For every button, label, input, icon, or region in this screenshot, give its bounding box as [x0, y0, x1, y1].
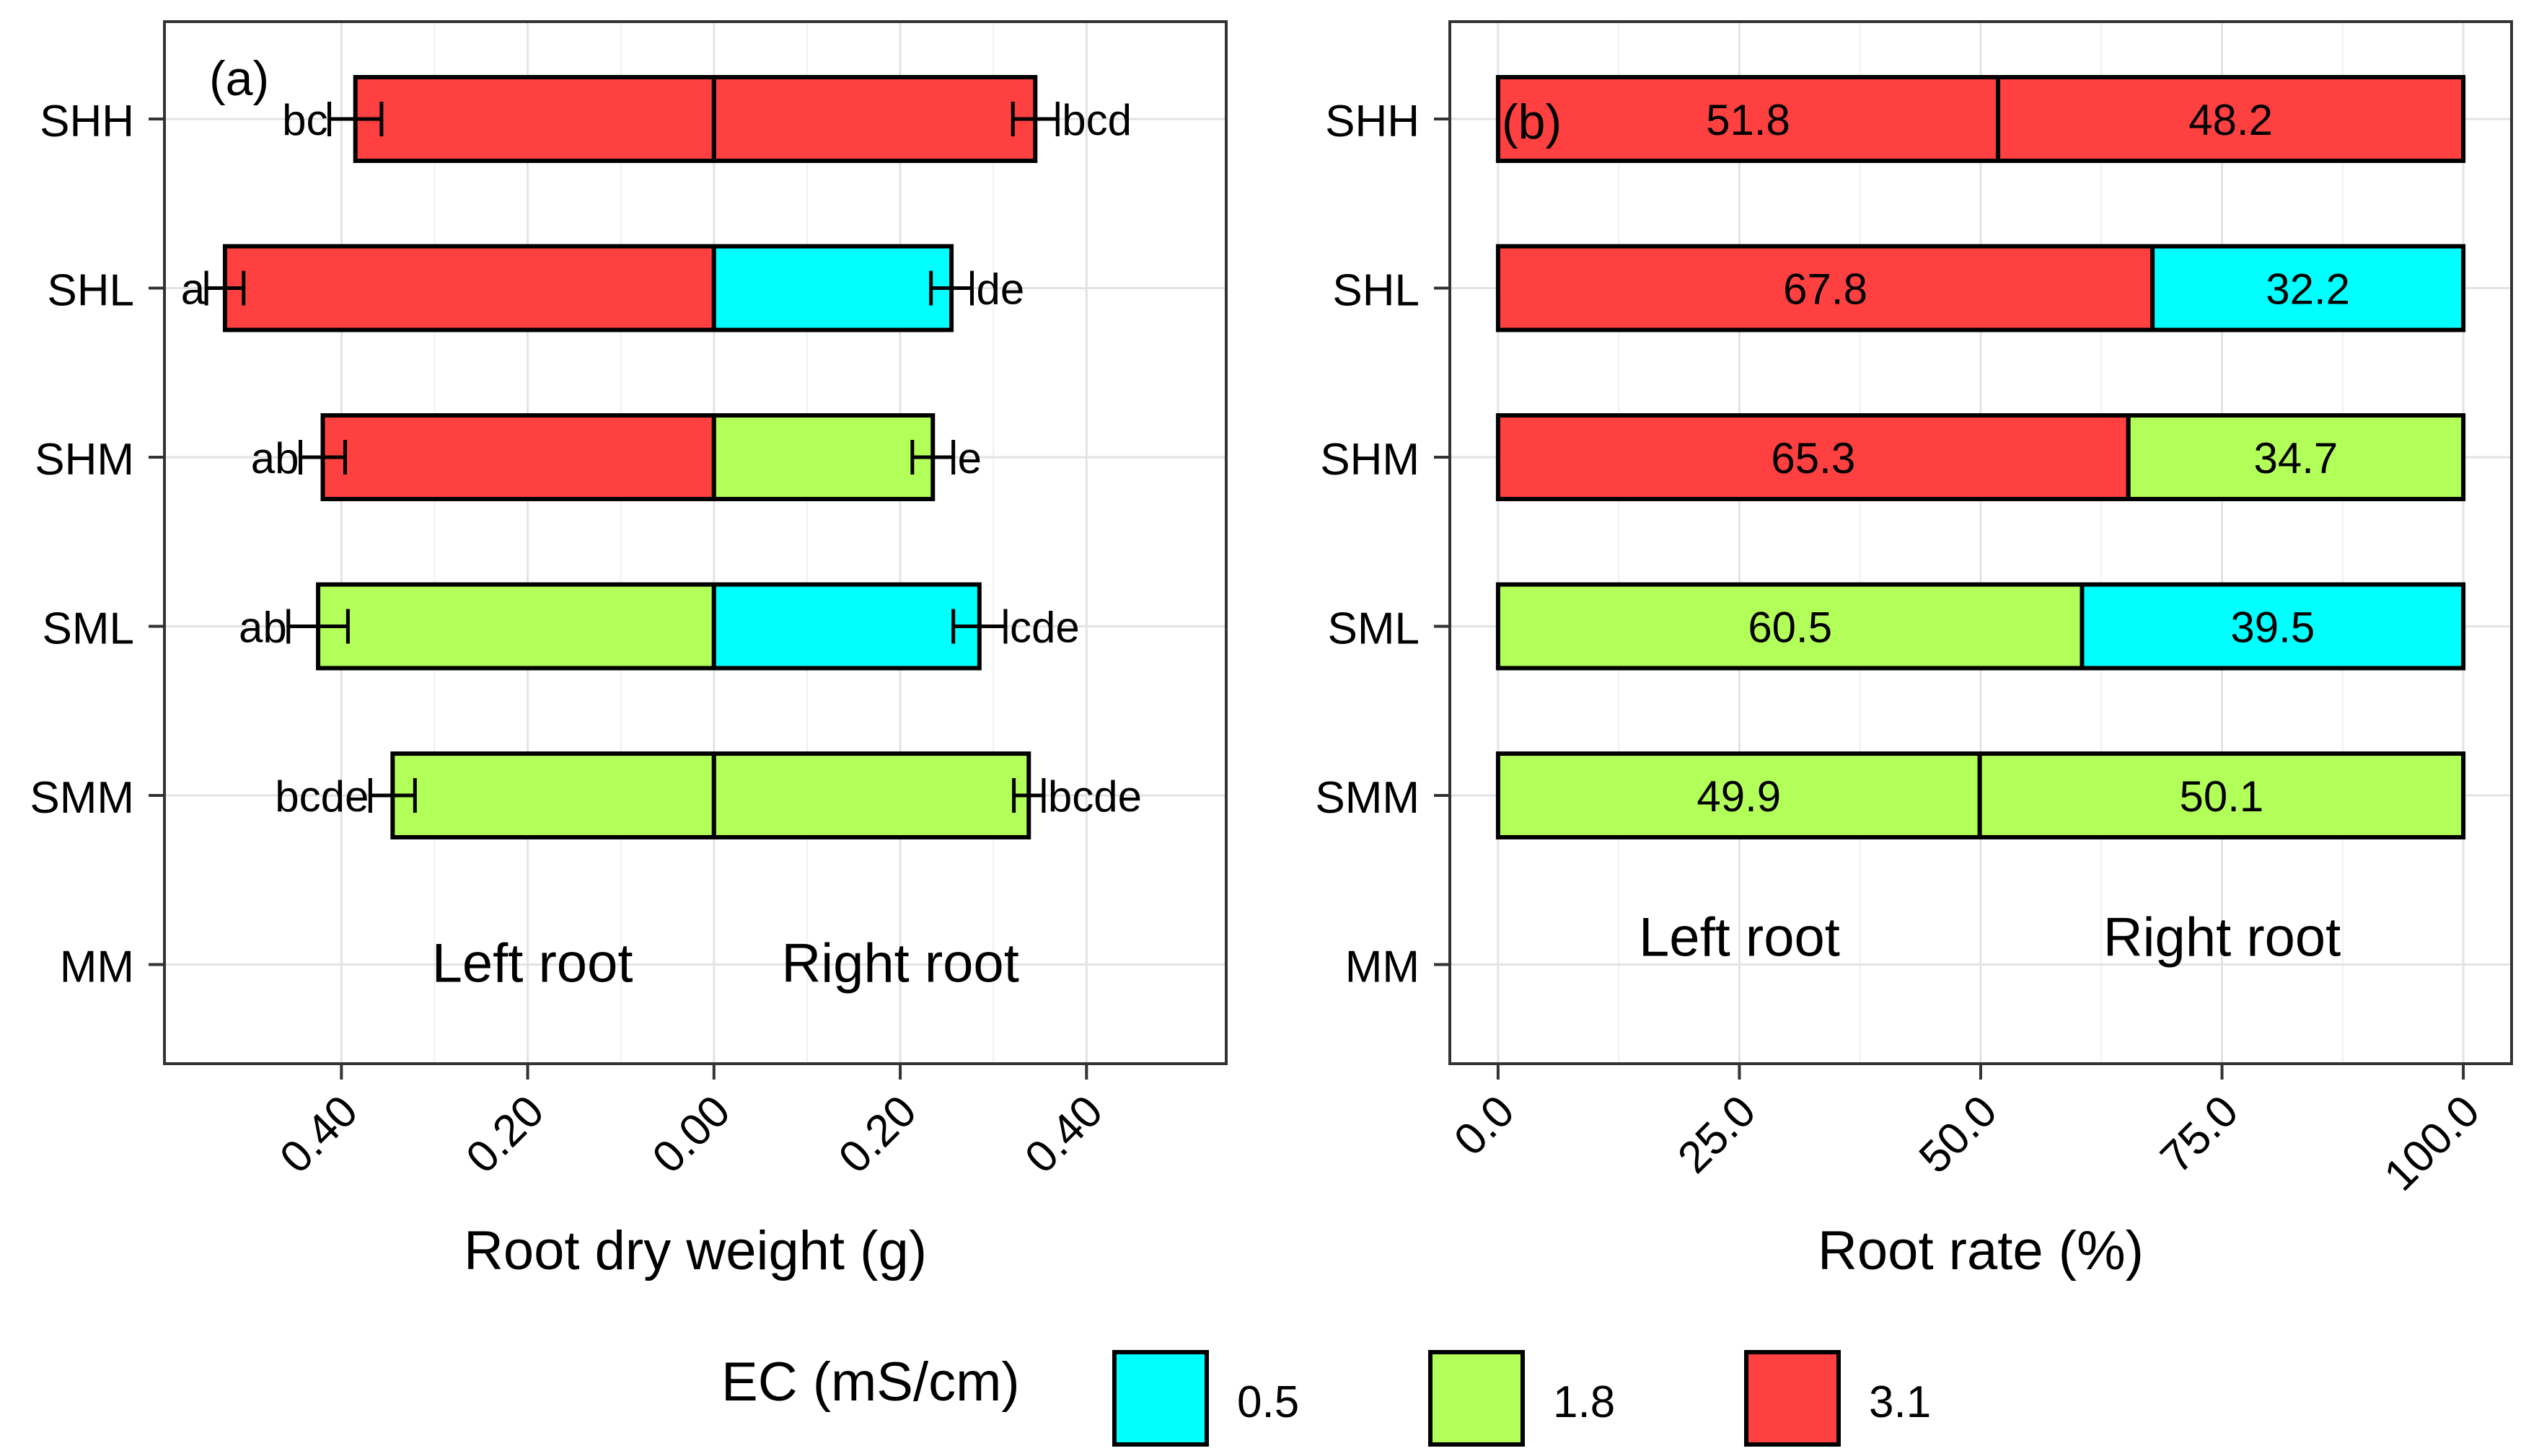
bar-right-sml — [711, 582, 982, 671]
panel-a-y-axis: SHH SHL SHM SML SMM MM — [30, 97, 164, 992]
value-label-left-smm: 49.9 — [1697, 772, 1781, 821]
letter-right-shh: bcd — [1062, 96, 1132, 144]
panel-b: 51.8 48.2 67.8 32.2 65.3 34.7 60.5 39.5 49.9 50.1… — [1315, 20, 2513, 1281]
value-label-right-shl: 32.2 — [2266, 265, 2350, 314]
letter-left-shl: a — [181, 265, 206, 314]
a-y-tick-label-sml: SML — [43, 604, 134, 654]
panel-a-error-bars — [204, 102, 1060, 813]
panel-a-x-axis: 0.40 0.20 0.00 0.20 0.40 — [270, 1064, 1112, 1183]
a-x-tick-label: 0.40 — [1016, 1086, 1112, 1183]
b-y-tick-label-shl: SHL — [1332, 266, 1420, 316]
bar-right-shl — [711, 244, 954, 332]
stack-right-shl — [2150, 244, 2466, 332]
letter-left-sml: ab — [239, 604, 287, 652]
value-label-right-shm: 34.7 — [2254, 434, 2338, 482]
bar-right-shh — [711, 75, 1038, 163]
panel-b-x-axis-title: Root rate (%) — [1818, 1220, 2144, 1281]
value-label-right-shh: 48.2 — [2188, 96, 2273, 144]
b-y-tick-label-smm: SMM — [1315, 773, 1420, 823]
a-x-tick-label: 0.40 — [270, 1086, 367, 1183]
panel-a-frame — [163, 20, 1228, 1065]
value-label-right-sml: 39.5 — [2230, 604, 2315, 652]
value-label-left-sml: 60.5 — [1748, 604, 1832, 652]
letter-right-shl: de — [976, 265, 1024, 314]
panel-b-y-axis: SHH SHL SHM SML SMM MM — [1315, 97, 1450, 992]
legend-key-1-8 — [1428, 1350, 1525, 1447]
panel-b-value-labels: 51.8 48.2 67.8 32.2 65.3 34.7 60.5 39.5 49.9 50.1 — [1697, 96, 2350, 821]
a-x-tick-label: 0.20 — [829, 1086, 926, 1183]
b-x-tick-label: 100.0 — [2375, 1086, 2489, 1201]
b-y-tick-label-mm: MM — [1345, 943, 1420, 992]
legend-key-0-5 — [1112, 1350, 1209, 1447]
bar-left-sml — [316, 582, 716, 671]
stack-right-shm — [2126, 413, 2466, 501]
b-x-tick-label: 25.0 — [1668, 1086, 1765, 1183]
panel-b-bars — [1495, 75, 2466, 839]
bar-right-smm — [711, 751, 1031, 839]
a-y-tick-label-shh: SHH — [40, 97, 134, 146]
panel-b-x-axis: 0.0 25.0 50.0 75.0 100.0 — [1445, 1064, 2489, 1201]
bar-left-shh — [353, 75, 716, 163]
letter-left-smm: bcde — [275, 772, 369, 821]
bar-left-shl — [222, 244, 716, 332]
letter-right-shm: e — [958, 434, 982, 482]
panel-a-annotation-left: Left root — [432, 933, 633, 994]
a-y-tick-label-mm: MM — [60, 943, 134, 992]
panel-b-annotation-left: Left root — [1639, 907, 1840, 969]
stack-left-sml — [1495, 582, 2085, 671]
a-x-tick-label: 0.00 — [643, 1086, 740, 1183]
stack-right-shh — [1996, 75, 2466, 163]
stack-left-smm — [1495, 751, 1982, 839]
bar-left-smm — [390, 751, 716, 839]
panel-a-annotation-right: Right root — [781, 933, 1019, 994]
panel-a-label: (a) — [209, 51, 269, 106]
a-x-tick-label: 0.20 — [457, 1086, 553, 1183]
panel-a-grid — [164, 22, 1226, 1064]
b-y-tick-label-shh: SHH — [1325, 97, 1420, 146]
legend: EC (mS/cm) 0.5 1.8 3.1 — [721, 1350, 1931, 1447]
letter-right-smm: bcde — [1048, 772, 1142, 821]
b-x-tick-label: 50.0 — [1910, 1086, 2007, 1183]
legend-key-3-1 — [1744, 1350, 1841, 1447]
value-label-left-shl: 67.8 — [1783, 265, 1867, 314]
panel-b-label: (b) — [1502, 94, 1562, 149]
panel-a-x-axis-title: Root dry weight (g) — [464, 1220, 927, 1281]
panel-a: bc bcd a de ab e ab cde bcde bcde (a) Left root R… — [30, 20, 1228, 1281]
legend-title: EC (mS/cm) — [721, 1351, 1020, 1413]
panel-b-grid — [1450, 22, 2512, 1064]
legend-label-0-5: 0.5 — [1237, 1377, 1299, 1427]
value-label-left-shm: 65.3 — [1771, 434, 1855, 482]
legend-label-1-8: 1.8 — [1553, 1377, 1615, 1427]
b-y-tick-label-sml: SML — [1328, 604, 1420, 654]
panel-b-annotation-right: Right root — [2103, 907, 2341, 969]
stack-right-sml — [2080, 582, 2466, 671]
letter-left-shh: bc — [282, 96, 327, 144]
a-y-tick-label-shl: SHL — [47, 266, 134, 316]
bar-right-shm — [711, 413, 936, 501]
bar-left-shm — [320, 413, 716, 501]
b-x-tick-label: 75.0 — [2151, 1086, 2248, 1183]
letter-left-shm: ab — [251, 434, 299, 482]
b-x-tick-label: 0.0 — [1445, 1086, 1524, 1165]
stack-right-smm — [1977, 751, 2466, 839]
value-label-right-smm: 50.1 — [2179, 772, 2263, 821]
a-y-tick-label-smm: SMM — [30, 773, 134, 823]
a-y-tick-label-shm: SHM — [35, 435, 134, 485]
panel-a-letters: bc bcd a de ab e ab cde bcde bcde — [181, 96, 1142, 821]
legend-label-3-1: 3.1 — [1869, 1377, 1931, 1427]
b-y-tick-label-shm: SHM — [1320, 435, 1420, 485]
value-label-left-shh: 51.8 — [1706, 96, 1790, 144]
letter-right-sml: cde — [1010, 604, 1080, 652]
